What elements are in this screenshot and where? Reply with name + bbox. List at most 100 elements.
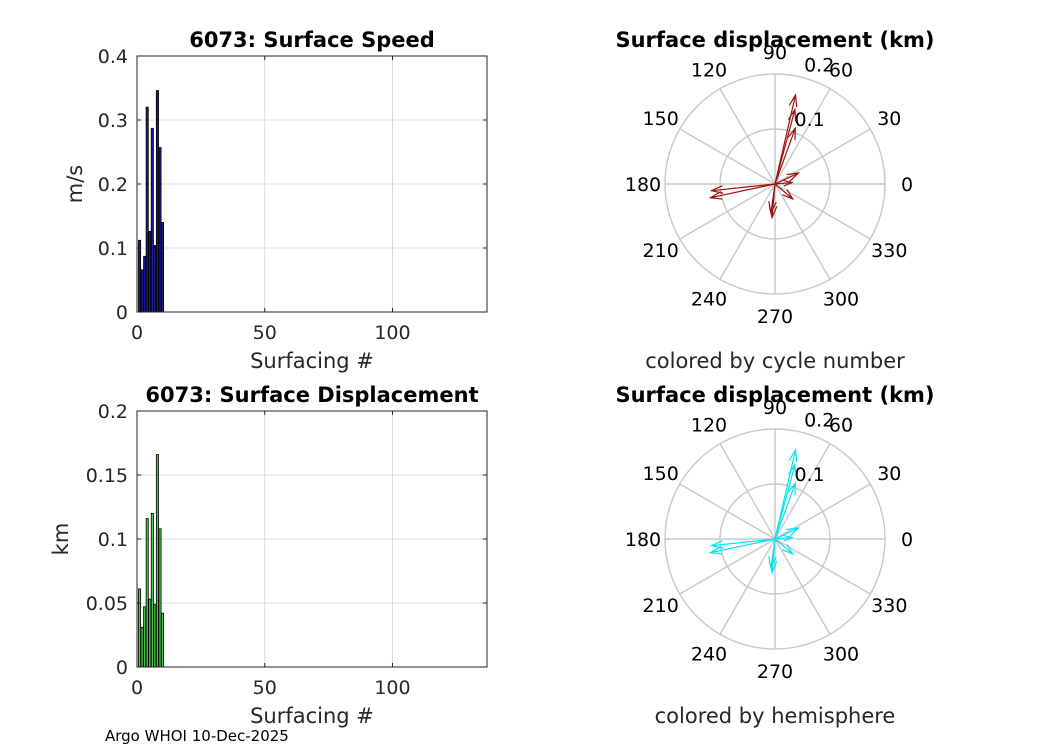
polar1-angle-label: 210 bbox=[643, 240, 679, 262]
polar1-angle-label: 240 bbox=[691, 288, 727, 310]
polar-chart-cycle-title: Surface displacement (km) bbox=[615, 28, 934, 52]
polar1-vector-head bbox=[787, 126, 796, 141]
polar2-rtick-label: 0.1 bbox=[795, 464, 825, 486]
polar2-vector bbox=[709, 538, 776, 549]
speed-bar bbox=[143, 255, 147, 313]
speed-bar bbox=[138, 239, 142, 313]
polar2-angle-label: 180 bbox=[625, 529, 661, 551]
speed-chart-title: 6073: Surface Speed bbox=[189, 28, 435, 52]
polar2-vector-shaft bbox=[711, 538, 776, 547]
speed-ytick-label: 0 bbox=[116, 302, 128, 324]
displacement-bar bbox=[161, 612, 165, 668]
polar1-vector-head bbox=[768, 200, 777, 215]
speed-ytick-label: 0.1 bbox=[98, 238, 128, 260]
polar1-vector-head bbox=[788, 93, 798, 108]
speed-xtick-label: 0 bbox=[131, 322, 143, 344]
polar1-vector-head bbox=[709, 185, 724, 194]
polar2-angle-label: 30 bbox=[877, 463, 901, 485]
polar1-ring bbox=[719, 128, 831, 240]
polar2-vector-head bbox=[768, 555, 777, 570]
polar1-vector-head bbox=[786, 172, 801, 182]
polar1-vector bbox=[774, 179, 794, 187]
polar1-rtick-label: 0.2 bbox=[804, 55, 834, 77]
polar-chart-hemisphere-caption: colored by hemisphere bbox=[655, 704, 896, 728]
polar2-angle-label: 120 bbox=[691, 415, 727, 437]
speed-chart-xlabel: Surfacing # bbox=[250, 349, 374, 373]
polar2-vector bbox=[774, 462, 797, 540]
speed-bar bbox=[150, 127, 154, 313]
speed-bar bbox=[148, 230, 152, 313]
polar1-angle-label: 180 bbox=[625, 174, 661, 196]
displacement-bar bbox=[145, 518, 149, 668]
displacement-ytick-label: 0 bbox=[116, 657, 128, 679]
displacement-bar bbox=[138, 588, 142, 668]
displacement-chart-xlabel: Surfacing # bbox=[250, 704, 374, 728]
polar2-vector bbox=[768, 538, 777, 570]
polar1-angle-label: 270 bbox=[757, 306, 793, 328]
speed-bar bbox=[153, 245, 157, 313]
polar2-vector-head bbox=[787, 462, 797, 477]
polar1-angle-label: 150 bbox=[643, 108, 679, 130]
displacement-chart: 6073: Surface Displacement Surfacing # k… bbox=[49, 383, 488, 728]
speed-xtick-label: 100 bbox=[374, 322, 410, 344]
displacement-bar bbox=[150, 513, 154, 668]
polar2-angle-label: 90 bbox=[763, 397, 787, 419]
speed-xtick-label: 50 bbox=[253, 322, 277, 344]
polar1-vector-shaft bbox=[774, 181, 793, 185]
polar1-rtick-label: 0.1 bbox=[795, 109, 825, 131]
polar1-vector-shaft bbox=[774, 109, 796, 185]
polar1-angle-label: 0 bbox=[901, 174, 913, 196]
polar2-vector-shaft bbox=[774, 527, 799, 540]
polar2-vector-shaft bbox=[710, 538, 776, 554]
polar1-angle-label: 330 bbox=[871, 240, 907, 262]
polar1-vector-shaft bbox=[774, 183, 794, 200]
displacement-xtick-label: 50 bbox=[253, 677, 277, 699]
polar2-vector-head bbox=[787, 481, 796, 496]
polar2-vector bbox=[774, 481, 796, 540]
speed-bar bbox=[145, 106, 149, 313]
polar-chart-cycle-caption: colored by cycle number bbox=[645, 349, 905, 373]
speed-ytick-label: 0.2 bbox=[98, 174, 128, 196]
displacement-chart-title: 6073: Surface Displacement bbox=[145, 383, 478, 407]
speed-bar bbox=[158, 147, 162, 313]
polar2-vector bbox=[774, 527, 801, 540]
polar2-vector-head bbox=[708, 546, 723, 555]
polar2-vector-head bbox=[786, 527, 801, 537]
polar1-vector-head bbox=[783, 179, 794, 187]
polar2-vector-head bbox=[788, 448, 798, 463]
displacement-bar bbox=[140, 626, 144, 668]
polar2-vector-shaft bbox=[774, 536, 793, 540]
polar1-angle-label: 300 bbox=[823, 288, 859, 310]
polar2-vector-shaft bbox=[774, 464, 796, 540]
speed-ytick-label: 0.3 bbox=[98, 110, 128, 132]
polar2-vector-head bbox=[783, 534, 794, 542]
displacement-chart-ylabel: km bbox=[49, 523, 73, 556]
polar1-angle-label: 90 bbox=[763, 42, 787, 64]
displacement-ytick-label: 0.05 bbox=[86, 593, 128, 615]
polar2-angle-label: 150 bbox=[643, 463, 679, 485]
polar1-vector-shaft bbox=[774, 172, 799, 185]
speed-bar bbox=[155, 90, 159, 313]
polar2-angle-label: 0 bbox=[901, 529, 913, 551]
polar1-vector bbox=[774, 183, 795, 201]
speed-ytick-label: 0.4 bbox=[98, 46, 128, 68]
polar1-vector bbox=[774, 126, 796, 185]
polar2-angle-label: 270 bbox=[757, 661, 793, 683]
polar2-vector bbox=[774, 534, 794, 542]
polar1-vector-shaft bbox=[711, 183, 776, 192]
polar2-ring bbox=[719, 483, 831, 595]
polar-chart-hemisphere: Surface displacement (km) colored by hem… bbox=[615, 383, 934, 728]
polar1-vector-head bbox=[708, 191, 723, 200]
polar2-vector-shaft bbox=[774, 538, 794, 555]
polar1-vector-head bbox=[787, 107, 797, 122]
polar1-vector bbox=[768, 183, 777, 215]
polar1-vector-shaft bbox=[774, 127, 796, 185]
polar1-angle-label: 60 bbox=[829, 60, 853, 82]
displacement-ytick-label: 0.15 bbox=[86, 465, 128, 487]
polar2-angle-label: 300 bbox=[823, 643, 859, 665]
displacement-ytick-label: 0.1 bbox=[98, 529, 128, 551]
polar1-vector bbox=[774, 107, 797, 185]
polar2-vector-shaft bbox=[770, 538, 776, 568]
displacement-bar bbox=[153, 603, 157, 668]
